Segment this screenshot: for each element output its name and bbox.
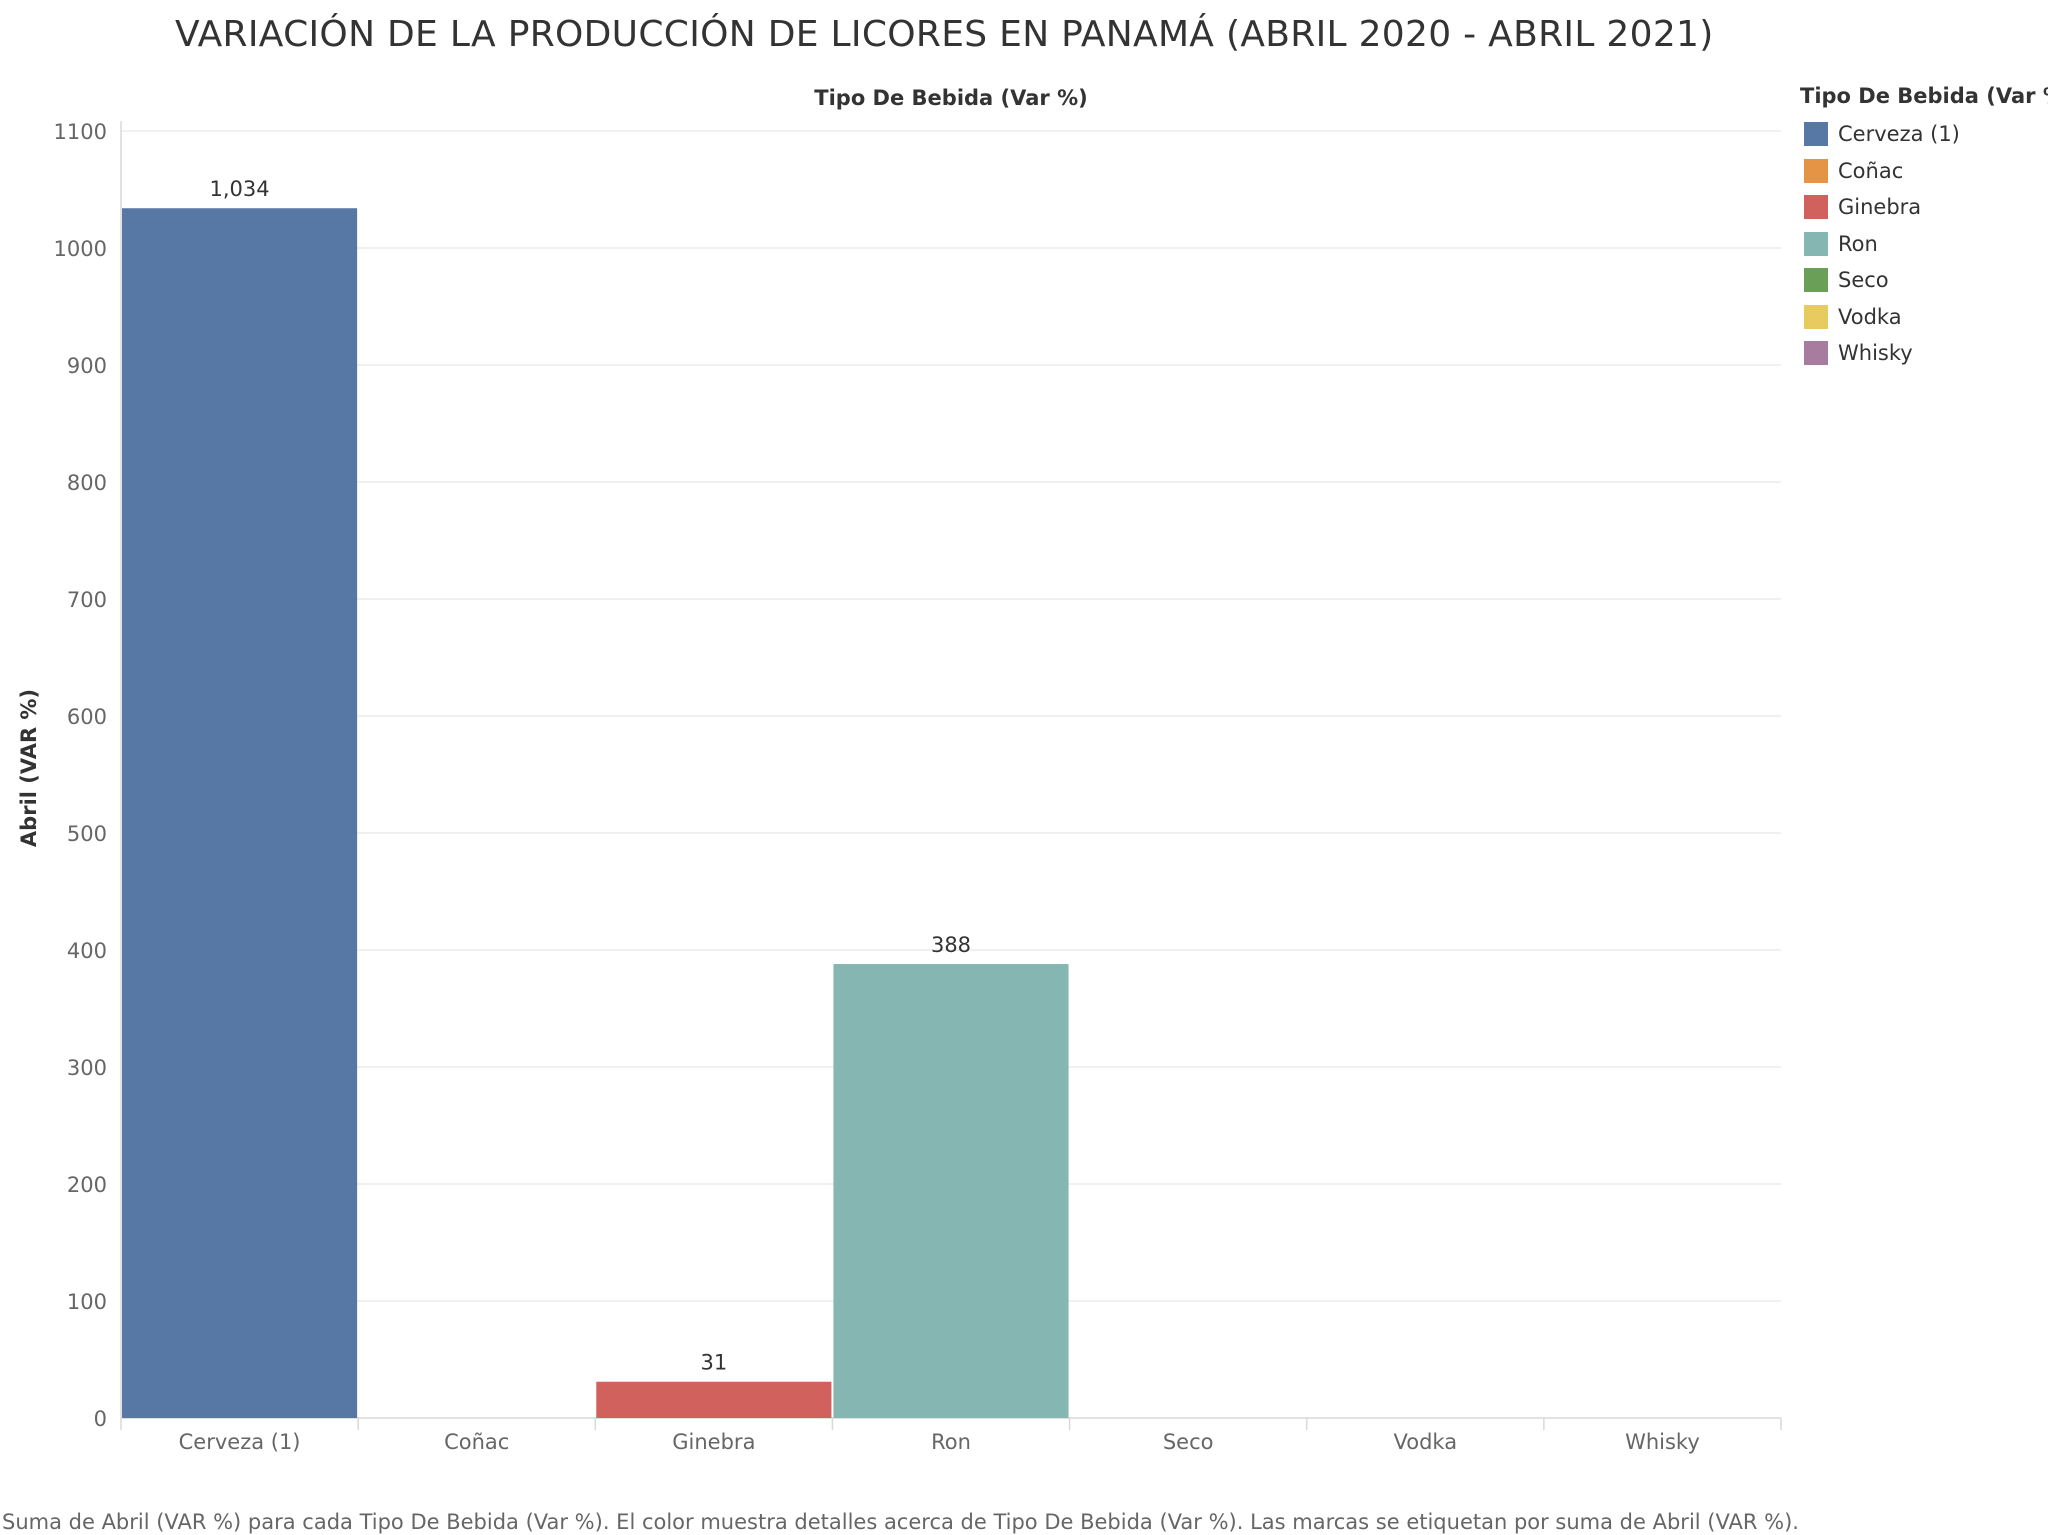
y-tick-label: 100	[67, 1290, 107, 1314]
legend-item[interactable]: Whisky	[1800, 335, 2048, 372]
x-tick-label: Whisky	[1625, 1430, 1700, 1454]
bar[interactable]	[833, 964, 1069, 1418]
y-tick-label: 800	[67, 471, 107, 495]
column-header: Tipo De Bebida (Var %)	[814, 86, 1087, 110]
legend-item[interactable]: Ron	[1800, 226, 2048, 263]
x-tick-label: Coñac	[444, 1430, 509, 1454]
x-axis-ticks: Cerveza (1) Coñac Ginebra Ron Seco Vodka Whisk…	[179, 1430, 1700, 1454]
y-tick-label: 0	[94, 1407, 107, 1431]
data-labels: 1,034 31 388	[210, 177, 972, 1375]
x-tick-label: Cerveza (1)	[179, 1430, 301, 1454]
y-tick-label: 600	[67, 705, 107, 729]
legend-item[interactable]: Ginebra	[1800, 189, 2048, 226]
legend-item[interactable]: Vodka	[1800, 299, 2048, 336]
legend-swatch	[1804, 158, 1828, 183]
y-tick-label: 400	[67, 939, 107, 963]
legend-label: Ginebra	[1838, 195, 1922, 220]
legend-swatch	[1804, 122, 1828, 147]
chart-caption: Suma de Abril (VAR %) para cada Tipo De …	[2, 1510, 1799, 1534]
legend-item[interactable]: Coñac	[1800, 153, 2048, 190]
legend-swatch	[1804, 231, 1828, 256]
legend-swatch	[1804, 195, 1828, 220]
legend: Tipo De Bebida (Var %) Cerveza (1) Coñac G…	[1800, 84, 2048, 372]
x-tick-label: Ron	[931, 1430, 971, 1454]
y-axis-label: Abril (VAR %)	[17, 689, 41, 847]
legend-label: Whisky	[1838, 341, 1913, 366]
y-tick-label: 500	[67, 822, 107, 846]
y-tick-label: 1000	[54, 237, 107, 261]
legend-label: Seco	[1838, 268, 1889, 293]
chart-title: VARIACIÓN DE LA PRODUCCIÓN DE LICORES EN…	[175, 14, 1714, 55]
x-tick-label: Vodka	[1393, 1430, 1457, 1454]
legend-label: Cerveza (1)	[1838, 122, 1960, 147]
bar[interactable]	[596, 1381, 832, 1418]
y-tick-label: 700	[67, 588, 107, 612]
data-label: 1,034	[210, 177, 270, 201]
legend-swatch	[1804, 268, 1828, 293]
y-tick-label: 900	[67, 354, 107, 378]
legend-label: Ron	[1838, 231, 1878, 256]
bars	[122, 208, 1069, 1419]
y-tick-label: 1100	[54, 120, 107, 144]
y-tick-label: 300	[67, 1056, 107, 1080]
x-tick-label: Ginebra	[672, 1430, 755, 1454]
legend-item[interactable]: Seco	[1800, 262, 2048, 299]
y-tick-label: 200	[67, 1173, 107, 1197]
y-axis-ticks: 0 100 200 300 400 500 600 700 800 900 1000 1100	[54, 120, 107, 1431]
legend-title: Tipo De Bebida (Var %)	[1800, 84, 2048, 108]
legend-item[interactable]: Cerveza (1)	[1800, 116, 2048, 153]
legend-swatch	[1804, 304, 1828, 329]
legend-swatch	[1804, 341, 1828, 366]
legend-label: Coñac	[1838, 158, 1904, 183]
data-label: 31	[700, 1351, 727, 1375]
bar[interactable]	[122, 208, 358, 1419]
x-tick-label: Seco	[1163, 1430, 1214, 1454]
legend-label: Vodka	[1838, 304, 1902, 329]
data-label: 388	[931, 933, 971, 957]
